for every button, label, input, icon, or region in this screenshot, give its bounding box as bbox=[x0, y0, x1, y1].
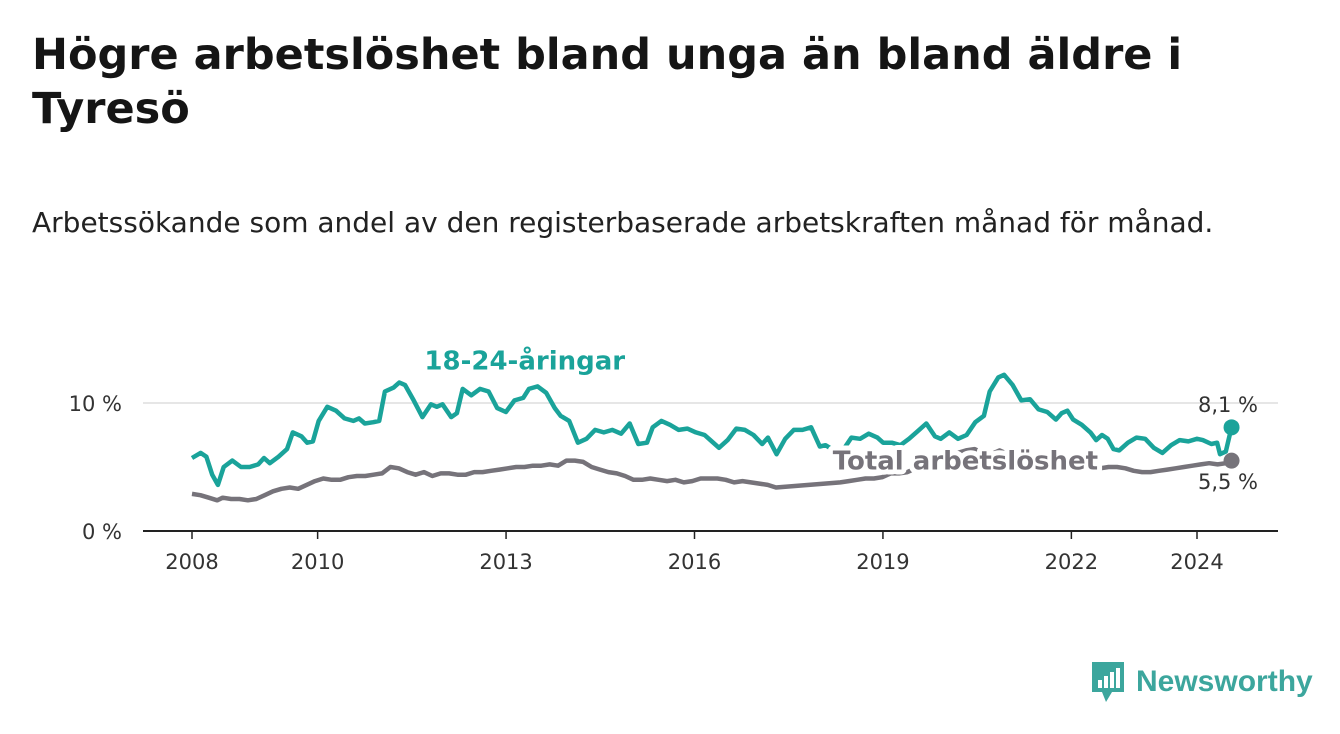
end-dot-youth bbox=[1223, 419, 1240, 436]
x-tick-label: 2010 bbox=[291, 550, 344, 574]
newsworthy-brand[interactable]: Newsworthy bbox=[1090, 660, 1313, 704]
series-line-total bbox=[191, 446, 1233, 503]
end-dot-total bbox=[1223, 452, 1240, 469]
series-label-youth: 18-24-åringar bbox=[424, 345, 625, 377]
series-label-youth-halo: 18-24-åringar bbox=[424, 345, 625, 377]
x-tick-label: 2019 bbox=[856, 550, 909, 574]
brand-name: Newsworthy bbox=[1136, 665, 1313, 698]
x-tick-label: 2016 bbox=[668, 550, 721, 574]
bar-chart-logo-icon bbox=[1092, 662, 1124, 702]
x-tick-label: 2013 bbox=[479, 550, 532, 574]
end-label-youth: 8,1 % bbox=[1198, 393, 1258, 417]
x-tick-label: 2024 bbox=[1170, 550, 1223, 574]
chart-subtitle: Arbetssökande som andel av den registerb… bbox=[32, 206, 1214, 239]
x-tick-label: 2022 bbox=[1045, 550, 1098, 574]
y-tick-label: 10 % bbox=[69, 392, 122, 416]
series-label-total: Total arbetslöshet bbox=[833, 447, 1098, 477]
chart-title: Högre arbetslöshet bland unga än bland ä… bbox=[32, 30, 1183, 134]
end-label-total: 5,5 % bbox=[1198, 470, 1258, 494]
series-label-total-halo: Total arbetslöshet bbox=[833, 447, 1098, 477]
x-tick-label: 2008 bbox=[165, 550, 218, 574]
series-line-youth bbox=[190, 372, 1234, 488]
y-tick-label: 0 % bbox=[82, 520, 122, 544]
